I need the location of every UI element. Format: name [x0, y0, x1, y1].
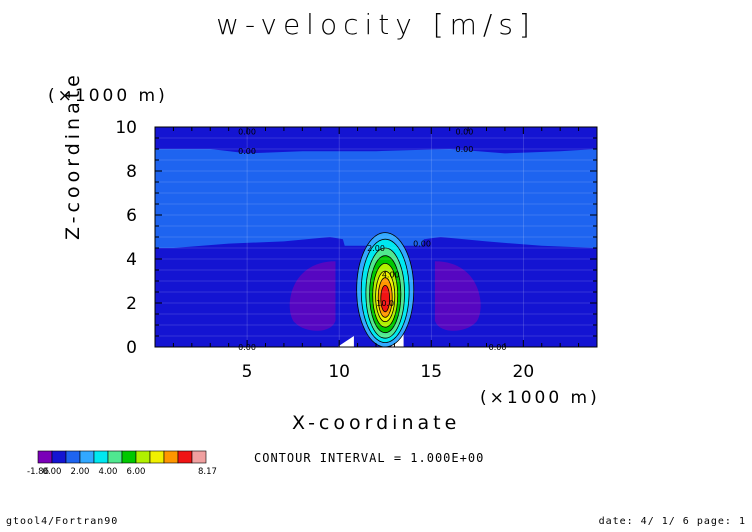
- contour-label: 10.0: [376, 299, 394, 308]
- contour-fills: [155, 127, 597, 348]
- contour-label: 2.00: [367, 244, 385, 253]
- colorbar-tick-label: 4.00: [99, 467, 118, 477]
- y-tick-label: 8: [126, 162, 137, 182]
- x-tick-label: 20: [513, 362, 535, 382]
- contour-label: 0.00: [455, 145, 473, 154]
- x-axis-unit-label: (×1000 m): [480, 388, 600, 408]
- x-tick-label: 15: [420, 362, 442, 382]
- colorbar-swatch: [51, 450, 67, 464]
- plot-grid: [155, 127, 597, 347]
- colorbar-swatch: [163, 450, 179, 464]
- colorbar-swatch: [121, 450, 137, 464]
- colorbar-swatch: [37, 450, 53, 464]
- colorbar-swatch: [135, 450, 151, 464]
- contour-label: 4.00: [382, 270, 400, 279]
- colorbar-swatch: [107, 450, 123, 464]
- colorbar-swatch: [79, 450, 95, 464]
- contour-label: 0.00: [238, 147, 256, 156]
- fill-contour-ring: [380, 284, 391, 313]
- colorbar-tick-label: -1.86: [27, 467, 49, 477]
- colorbar-tick-label: 0.00: [43, 467, 62, 477]
- colorbar-swatch: [177, 450, 193, 464]
- fill-region-blank-left: [337, 336, 354, 347]
- colorbar-tick-label: 8.17: [198, 467, 217, 477]
- y-tick-label: 6: [126, 206, 137, 226]
- colorbar-swatch: [65, 450, 81, 464]
- colorbar-swatch: [149, 450, 165, 464]
- y-tick-label: 10: [115, 118, 137, 138]
- fill-region-middle: [155, 149, 597, 248]
- y-tick-label: 4: [126, 250, 137, 270]
- colorbar-tick-label: 2.00: [71, 467, 90, 477]
- fill-region-negative-right: [434, 261, 481, 331]
- x-tick-label: 10: [328, 362, 350, 382]
- contour-label: 0.00: [455, 127, 473, 136]
- colorbar-tick-label: 6.00: [127, 467, 146, 477]
- x-tick-label: 5: [242, 362, 253, 382]
- contour-label: 0.00: [413, 240, 431, 249]
- colorbar-swatch: [191, 450, 207, 464]
- colorbar-swatch: [93, 450, 109, 464]
- chart-title: w-velocity [m/s]: [216, 8, 536, 41]
- footer-software-label: gtool4/Fortran90: [6, 516, 119, 527]
- colorbar: -1.860.00 2.00 4.00 6.00 8.17: [27, 450, 217, 477]
- contour-interval-text: CONTOUR INTERVAL = 1.000E+00: [254, 451, 485, 465]
- y-tick-label: 2: [126, 294, 137, 314]
- x-axis-label: X-coordinate: [292, 412, 461, 434]
- y-tick-label: 0: [126, 338, 137, 358]
- footer-date-page: date: 4/ 1/ 6 page: 1: [598, 516, 746, 527]
- plot-axes: 5 10 15 20 0 2 4 6 8 10: [115, 118, 597, 382]
- fill-region-negative-left: [289, 261, 336, 331]
- y-axis-unit-label: (×1000 m): [48, 86, 168, 106]
